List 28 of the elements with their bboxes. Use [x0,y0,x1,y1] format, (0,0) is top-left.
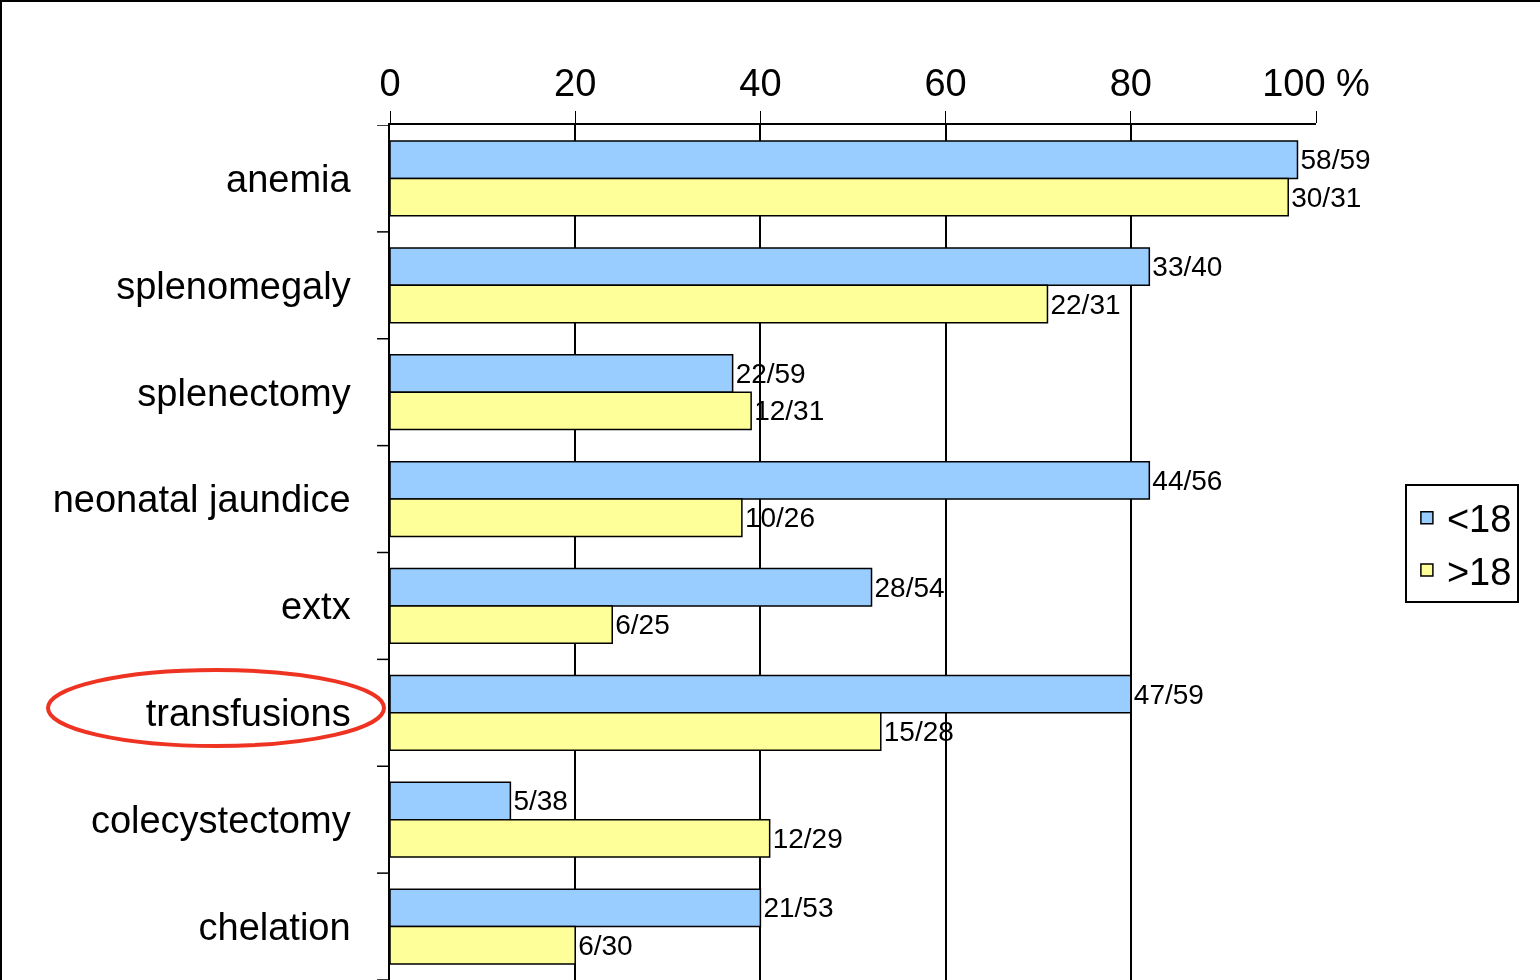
x-tick-label: 40 [739,62,782,105]
y-tick-label: neonatal jaundice [52,478,351,521]
data-label: 58/59 [1300,144,1371,176]
y-tick-label: chelation [198,905,351,948]
x-tick-label: 60 [924,62,967,105]
legend-label: >18 [1446,550,1512,593]
data-label: 22/31 [1050,288,1121,320]
x-tick-label: 100 % [1262,62,1370,105]
y-tick-label: splenomegaly [116,264,351,307]
data-label: 6/30 [578,929,633,961]
data-label: 47/59 [1133,678,1204,710]
x-tick-label: 80 [1109,62,1152,105]
y-tick-label: extx [280,585,351,628]
data-label: 21/53 [763,892,834,924]
data-label: 33/40 [1152,251,1223,283]
data-label: 6/25 [615,609,670,641]
data-label: 30/31 [1291,181,1362,213]
y-tick-label: anemia [226,157,352,200]
data-label: 28/54 [874,571,945,603]
y-tick-label: transfusions [145,692,351,735]
data-label: 44/56 [1152,464,1223,496]
data-label: 12/29 [772,822,843,854]
y-tick-label: splenectomy [137,371,351,414]
data-label: 5/38 [513,785,568,817]
y-tick-label: colecystectomy [90,798,351,841]
x-tick-label: 20 [554,62,597,105]
x-tick-label: 0 [379,62,401,105]
legend-label: <18 [1446,498,1512,541]
